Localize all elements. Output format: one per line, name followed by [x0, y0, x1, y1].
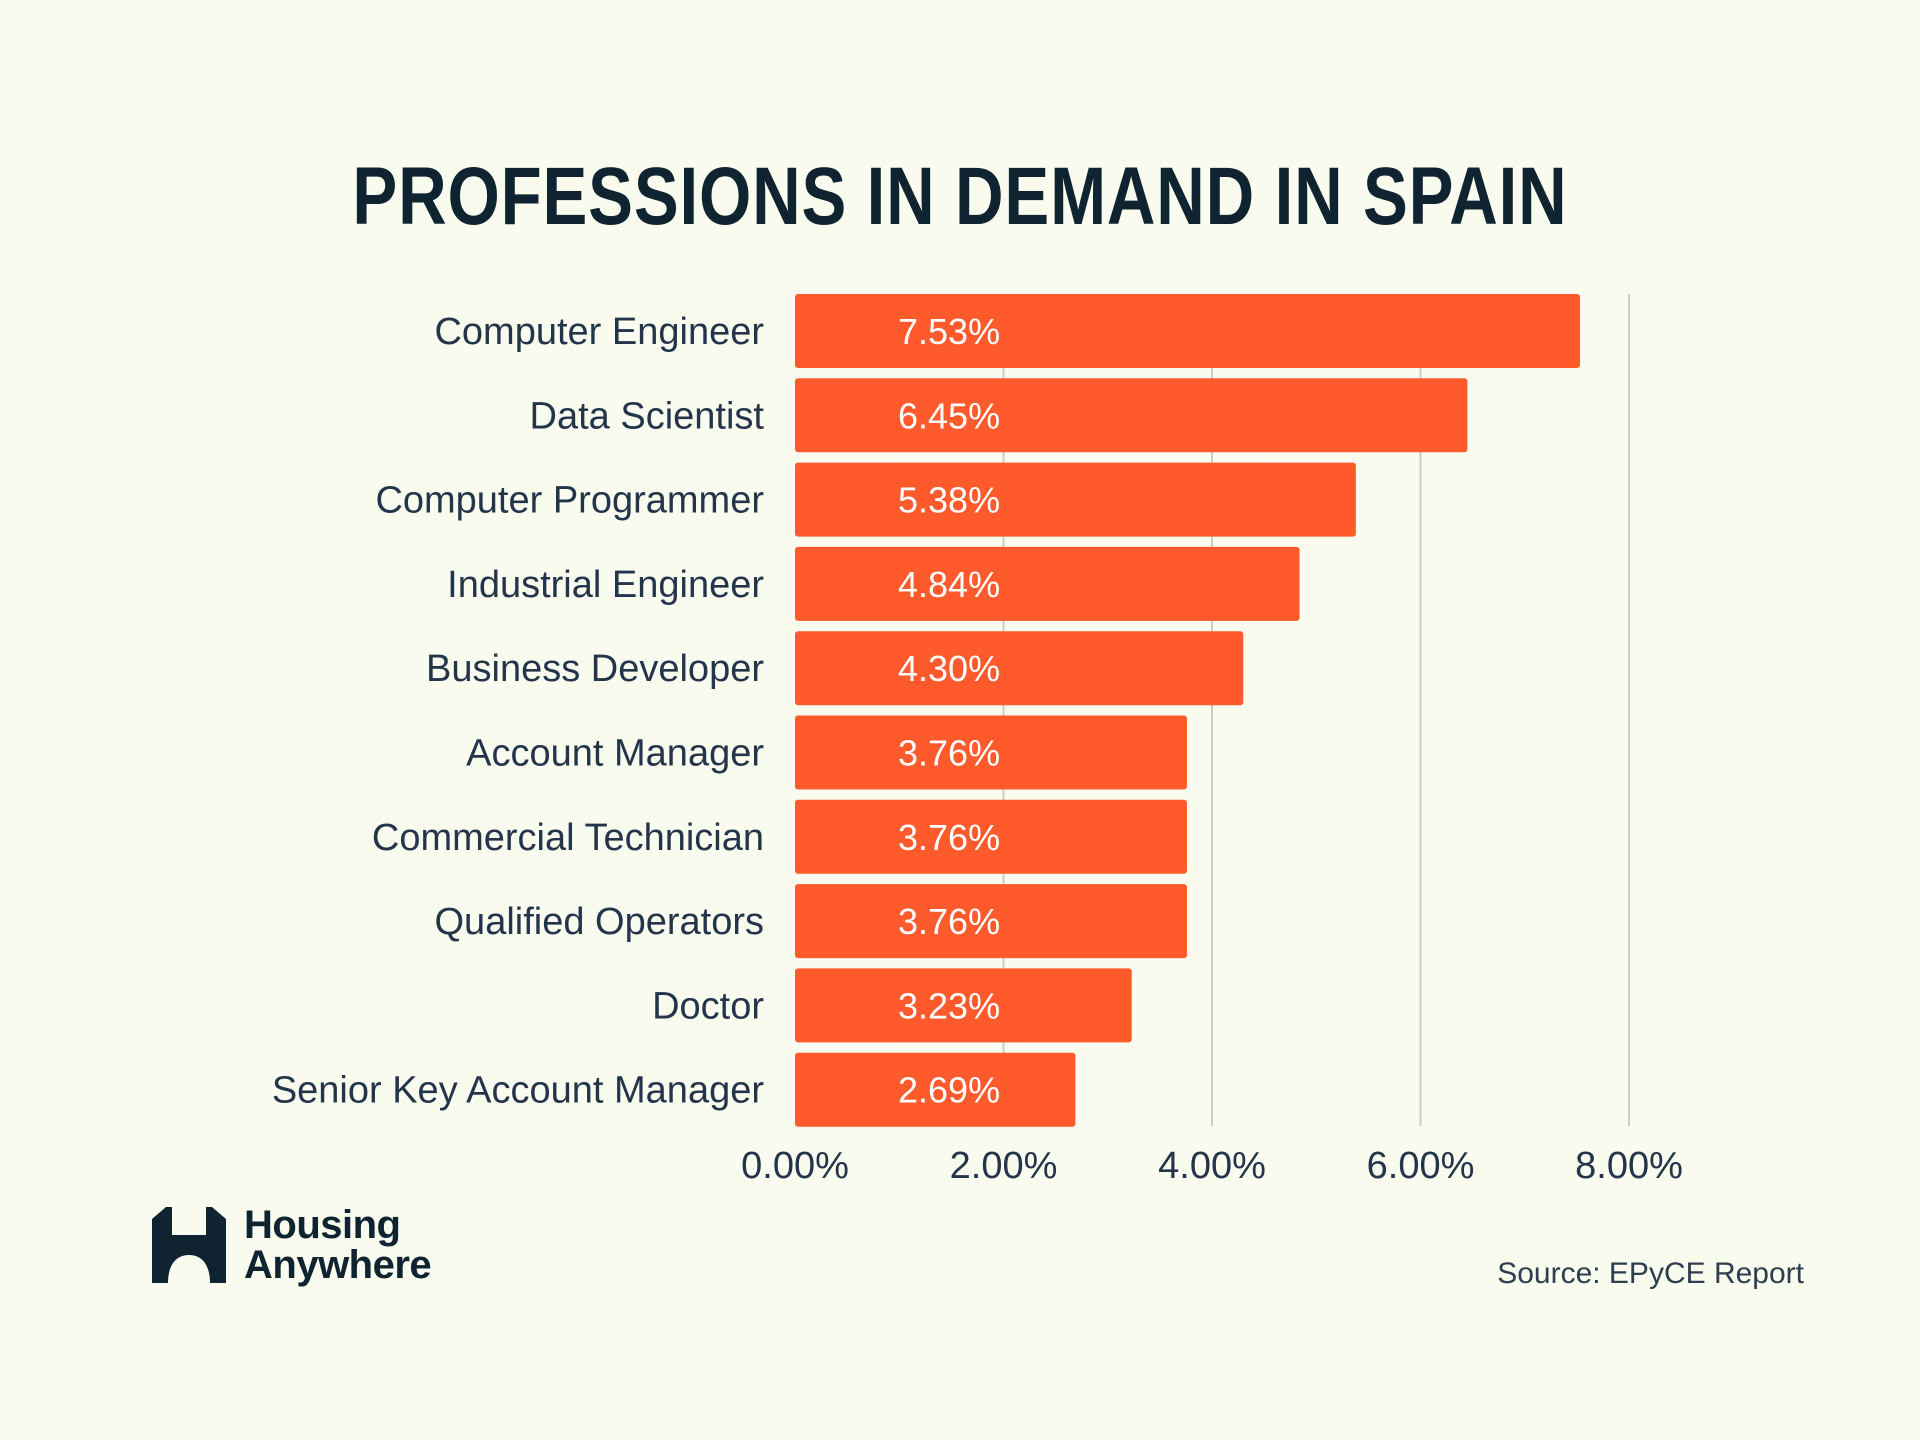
value-label-9: 2.69%	[898, 1070, 1000, 1111]
x-tick-label-1: 2.00%	[950, 1145, 1058, 1187]
bar-9	[795, 1052, 1076, 1127]
bar-3	[795, 546, 1300, 621]
category-label-2: Computer Programmer	[375, 480, 764, 522]
category-label-6: Commercial Technician	[372, 817, 764, 859]
housing-anywhere-logo: Housing Anywhere	[146, 1200, 432, 1290]
bar-4	[795, 631, 1244, 706]
bar-8	[795, 968, 1132, 1043]
value-labels: 7.53% 6.45% 5.38% 4.84% 4.30% 3.76% 3.76% 3.76%…	[898, 311, 1000, 1111]
category-label-3: Industrial Engineer	[447, 564, 764, 606]
category-label-4: Business Developer	[426, 648, 764, 690]
logo-text-line1: Housing	[244, 1203, 401, 1247]
housing-anywhere-logo-icon	[152, 1207, 226, 1283]
bar-6	[795, 799, 1187, 874]
bar-7	[795, 884, 1187, 959]
category-labels: Computer Engineer Data Scientist Computer …	[272, 311, 765, 1112]
value-label-0: 7.53%	[898, 311, 1000, 352]
x-tick-label-3: 6.00%	[1367, 1145, 1475, 1187]
bar-0	[795, 294, 1581, 368]
value-label-8: 3.23%	[898, 985, 1000, 1026]
bar-chart: Computer Engineer Data Scientist Computer …	[272, 294, 1683, 1187]
value-label-6: 3.76%	[898, 817, 1000, 858]
x-tick-label-0: 0.00%	[741, 1145, 849, 1187]
category-label-0: Computer Engineer	[434, 311, 764, 353]
value-label-4: 4.30%	[898, 648, 1000, 689]
value-label-5: 3.76%	[898, 733, 1000, 774]
x-axis-tick-labels: 0.00% 2.00% 4.00% 6.00% 8.00%	[741, 1145, 1683, 1187]
bars	[795, 294, 1581, 1127]
x-tick-label-4: 8.00%	[1575, 1145, 1683, 1187]
logo-text-line2: Anywhere	[244, 1243, 432, 1287]
bar-1	[795, 378, 1468, 453]
value-label-7: 3.76%	[898, 901, 1000, 942]
category-label-8: Doctor	[652, 985, 764, 1027]
value-label-1: 6.45%	[898, 395, 1000, 436]
chart-title: PROFESSIONS IN DEMAND IN SPAIN	[352, 151, 1568, 242]
category-label-1: Data Scientist	[530, 395, 765, 437]
source-note: Source: EPyCE Report	[1497, 1257, 1804, 1290]
category-label-5: Account Manager	[466, 733, 764, 775]
category-label-9: Senior Key Account Manager	[272, 1070, 765, 1112]
value-label-3: 4.84%	[898, 564, 1000, 605]
x-tick-label-2: 4.00%	[1158, 1145, 1266, 1187]
bar-2	[795, 462, 1356, 537]
bar-5	[795, 715, 1187, 790]
category-label-7: Qualified Operators	[435, 901, 765, 943]
value-label-2: 5.38%	[898, 480, 1000, 521]
